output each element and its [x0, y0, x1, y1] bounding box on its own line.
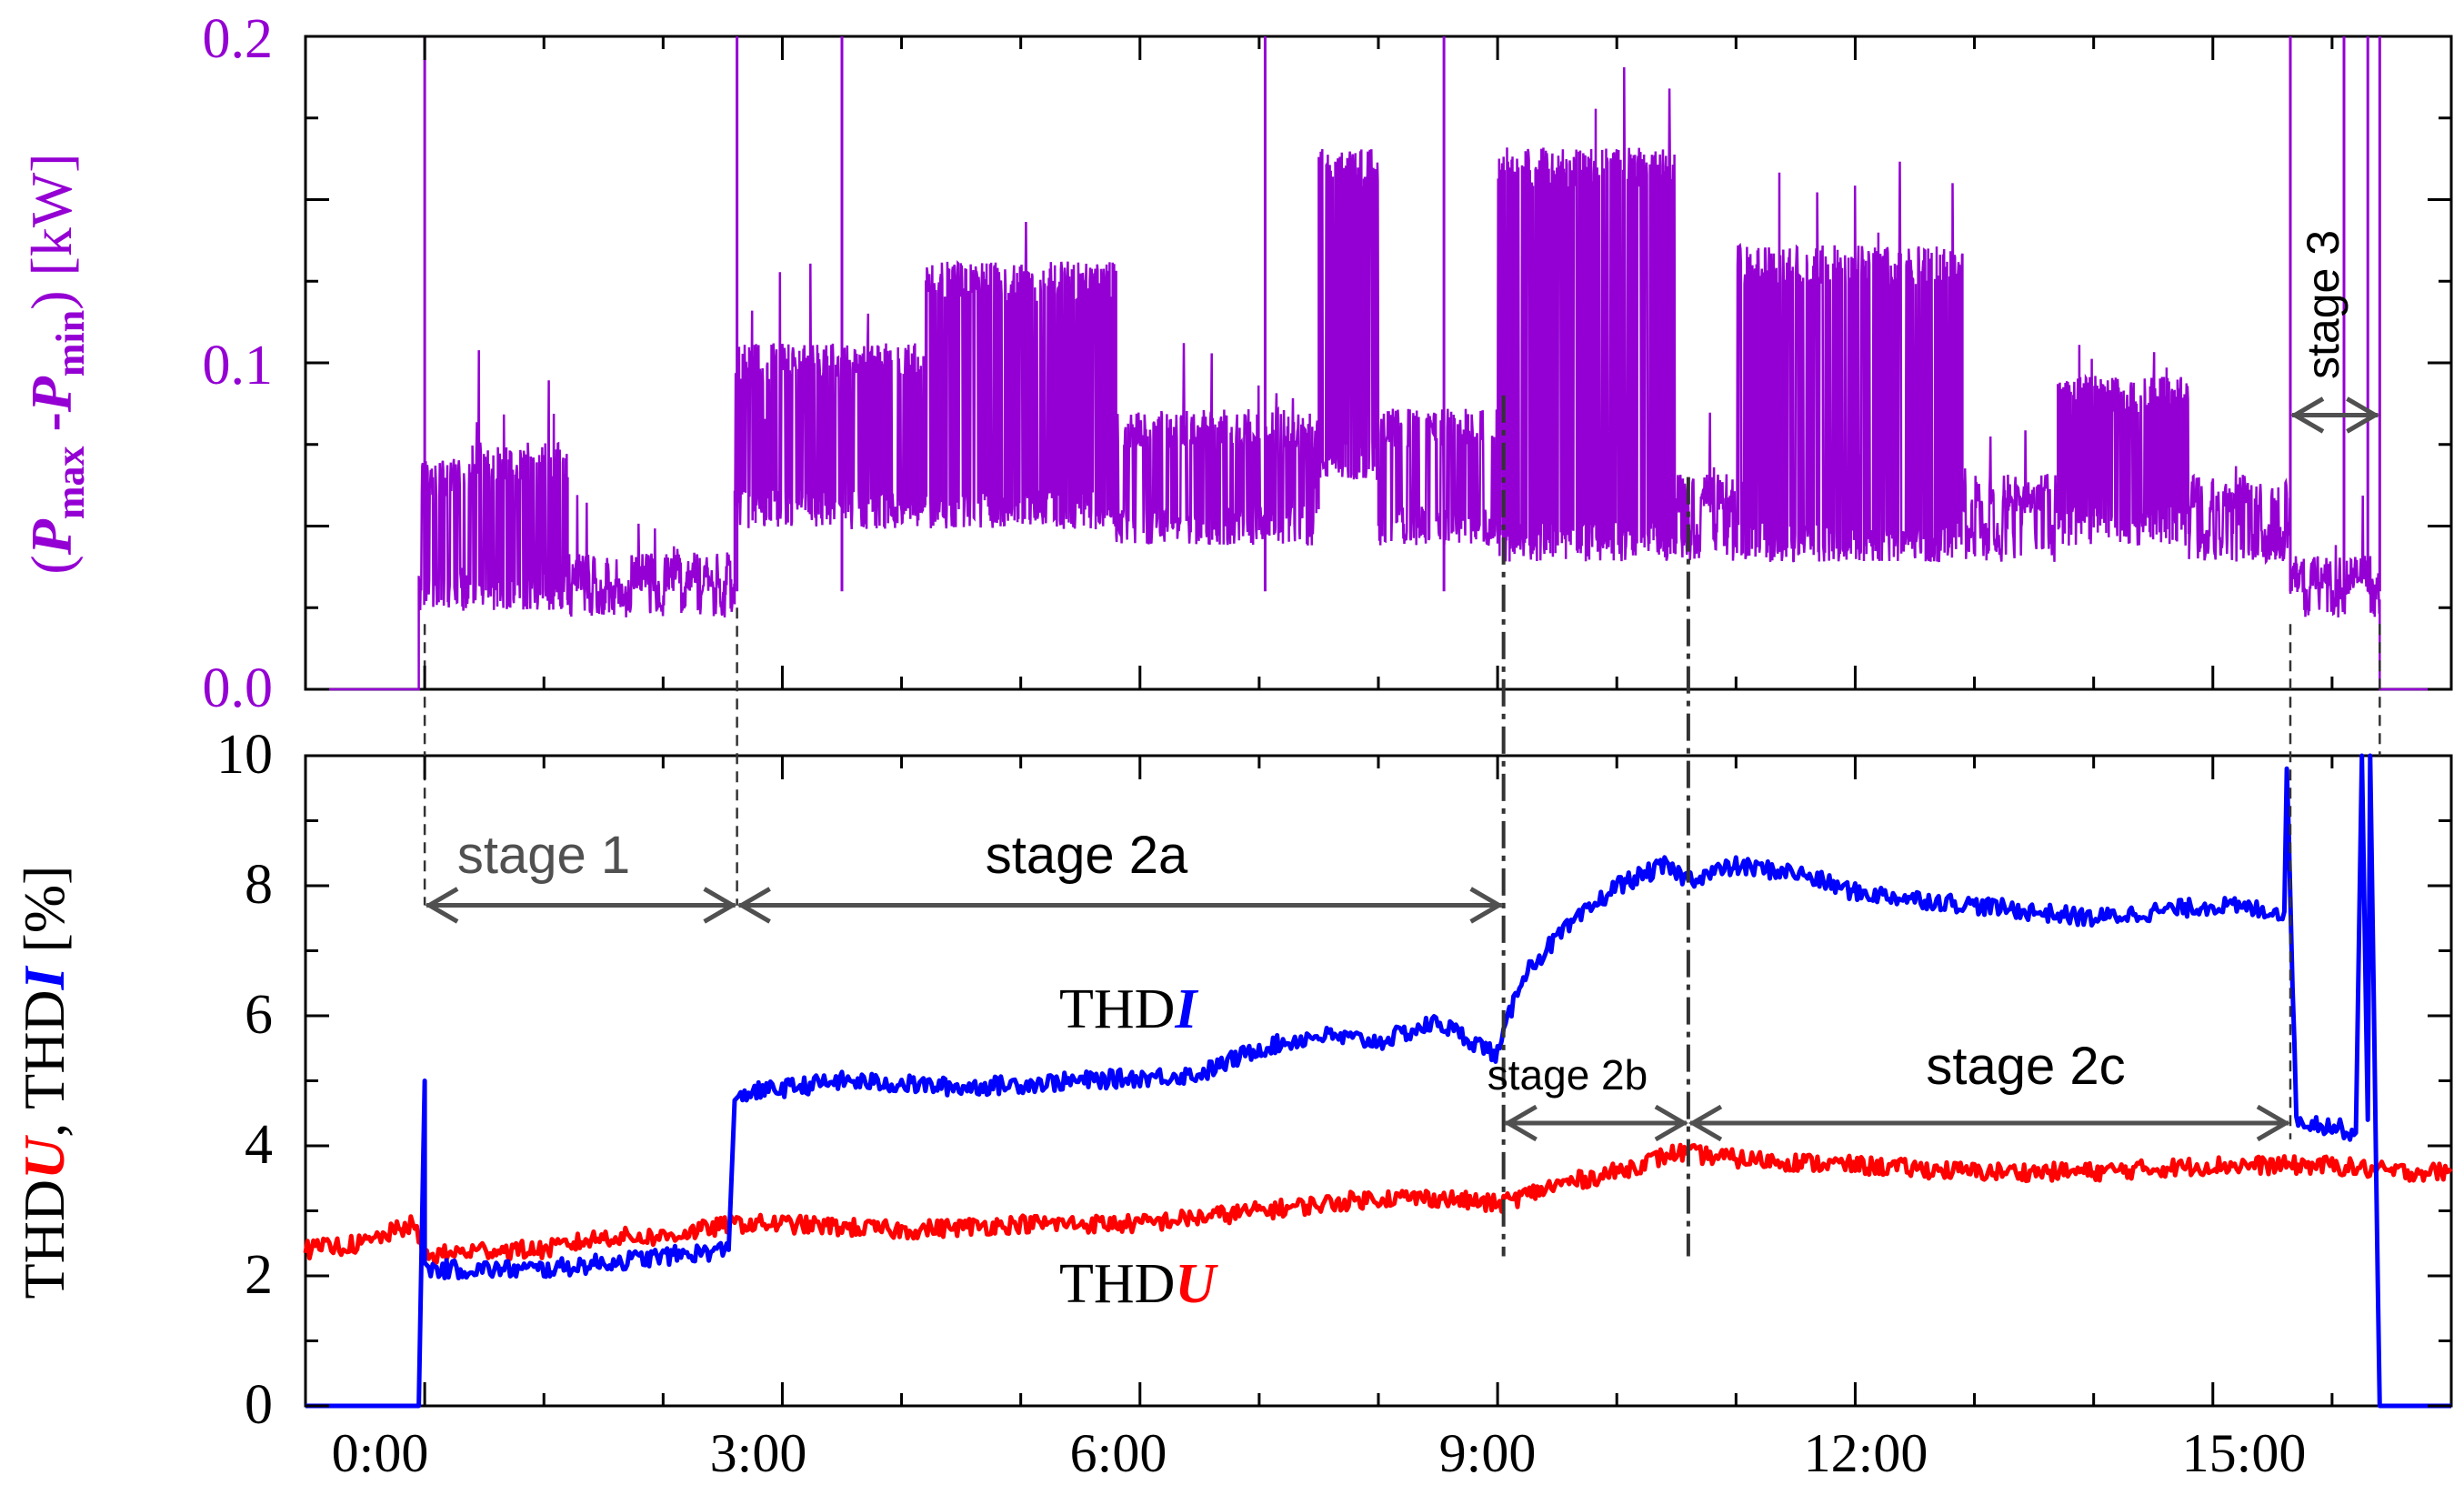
arrow-head — [2346, 396, 2380, 434]
xtick-label: 6:00 — [1070, 1423, 1167, 1483]
stage-2b-label: stage 2b — [1487, 1051, 1648, 1099]
xtick-label: 12:00 — [1804, 1423, 1928, 1483]
bottom-ytick-label: 10 — [216, 724, 273, 786]
power-series-layer — [305, 36, 2451, 691]
thd-series-layer — [303, 753, 2453, 1409]
bottom-ytick-label: 6 — [245, 984, 273, 1046]
power-line — [305, 66, 2451, 691]
arrow-head — [2290, 396, 2325, 434]
top-ytick-label: 0.1 — [203, 335, 274, 396]
bottom-ytick-label: 2 — [245, 1244, 273, 1306]
xtick-label: 9:00 — [1439, 1423, 1537, 1483]
top-ylabel: (Pmax -Pmin) [kW] — [19, 153, 93, 574]
arrow-head — [703, 887, 737, 924]
arrow-head — [1688, 1104, 1723, 1142]
thdu-line — [303, 1142, 2453, 1266]
bottom-ytick-label: 4 — [245, 1114, 273, 1176]
arrow-head — [2256, 1104, 2290, 1142]
xtick-label: 0:00 — [332, 1423, 429, 1483]
arrow-head — [425, 887, 459, 924]
xtick-label: 3:00 — [710, 1423, 807, 1483]
stage-1-label: stage 1 — [457, 826, 630, 885]
thdu-series-label: THDU — [1059, 1253, 1218, 1315]
bottom-ytick-label: 8 — [245, 854, 273, 916]
stage-3-label: stage 3 — [2298, 230, 2349, 379]
arrow-head — [1469, 887, 1504, 924]
stage-1-arrow — [425, 887, 737, 924]
top-ytick-label: 0.2 — [203, 8, 274, 70]
arrow-head — [1503, 1104, 1537, 1142]
thdi-series-label: THDI — [1059, 978, 1198, 1040]
bottom-ytick-label: 0 — [245, 1374, 273, 1436]
thdi-line — [305, 753, 2452, 1409]
arrow-head — [736, 887, 771, 924]
stage-2c-label: stage 2c — [1926, 1037, 2125, 1096]
bottom-ylabel: THDU, THDI [%] — [12, 866, 76, 1299]
top-ytick-label: 0.0 — [203, 657, 274, 719]
xtick-label: 15:00 — [2182, 1423, 2307, 1483]
stage-2a-label: stage 2a — [986, 826, 1188, 885]
stage-2b-arrow — [1503, 1104, 1688, 1142]
arrow-head — [1654, 1104, 1688, 1142]
stage-2a-arrow — [736, 887, 1504, 924]
stage-arrows — [425, 396, 2380, 1142]
stage-3-arrow — [2290, 396, 2380, 434]
axis-ticks — [305, 35, 2451, 1408]
stage-2c-arrow — [1688, 1104, 2290, 1142]
